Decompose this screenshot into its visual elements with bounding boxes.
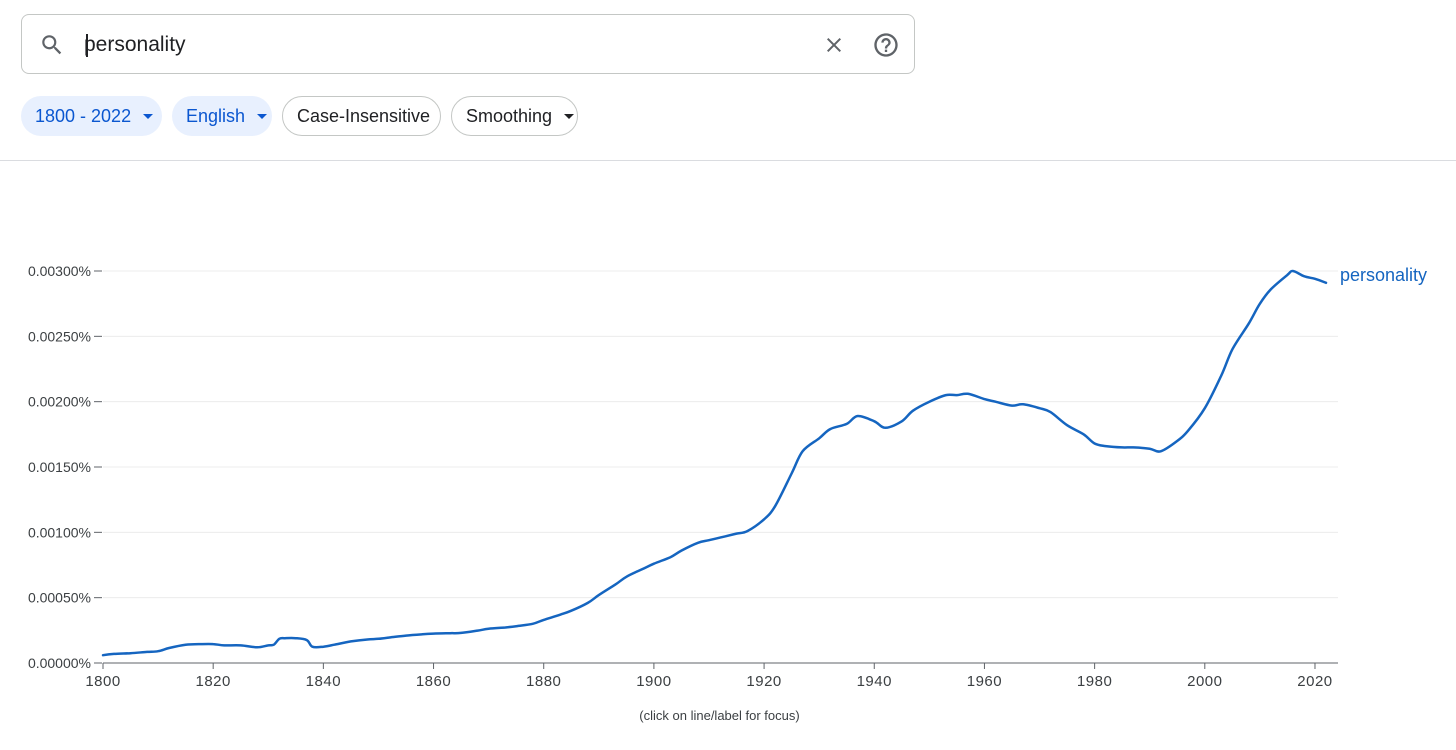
case-label: Case-Insensitive [297, 105, 431, 126]
help-icon[interactable] [872, 31, 900, 59]
y-tick-label: 0.00050% [28, 590, 91, 606]
x-tick-label: 1980 [1077, 673, 1112, 690]
y-tick-label: 0.00000% [28, 655, 91, 671]
y-tick-label: 0.00250% [28, 328, 91, 344]
ngram-line-chart[interactable]: 0.00000% 0.00050% 0.00100% 0.00150% 0.00200%… [0, 161, 1456, 750]
language-chip[interactable]: English [172, 96, 272, 136]
header-divider [0, 160, 1456, 161]
smoothing-label: Smoothing [466, 105, 553, 126]
x-tick-label: 2020 [1297, 673, 1332, 690]
x-tick-label: 1900 [636, 673, 671, 690]
x-tick-label: 1960 [967, 673, 1002, 690]
language-label: English [186, 105, 246, 126]
year-range-label: 1800 - 2022 [35, 105, 132, 126]
y-tick-label: 0.00200% [28, 394, 91, 410]
x-tick-label: 1940 [857, 673, 892, 690]
x-tick-label: 1920 [746, 673, 781, 690]
search-input[interactable] [84, 29, 784, 61]
x-axis-caption: (click on line/label for focus) [639, 708, 799, 723]
close-icon[interactable] [822, 33, 846, 57]
search-box[interactable] [21, 14, 915, 74]
x-tick-label: 1800 [85, 673, 120, 690]
y-tick-label: 0.00300% [28, 263, 91, 279]
y-tick-label: 0.00150% [28, 459, 91, 475]
chevron-down-icon [564, 113, 575, 119]
smoothing-chip[interactable]: Smoothing [451, 96, 578, 136]
x-tick-label: 1860 [416, 673, 451, 690]
series-label-personality[interactable]: personality [1340, 265, 1427, 285]
search-icon[interactable] [39, 32, 65, 58]
chevron-down-icon [143, 113, 154, 119]
y-tick-label: 0.00100% [28, 524, 91, 540]
chevron-down-icon [257, 113, 268, 119]
x-tick-label: 1840 [306, 673, 341, 690]
year-range-chip[interactable]: 1800 - 2022 [21, 96, 162, 136]
case-insensitive-chip[interactable]: Case-Insensitive [282, 96, 441, 136]
series-line-personality[interactable] [101, 269, 1328, 657]
x-tick-label: 1880 [526, 673, 561, 690]
x-tick-label: 2000 [1187, 673, 1222, 690]
x-tick-label: 1820 [195, 673, 230, 690]
text-caret [86, 34, 88, 57]
